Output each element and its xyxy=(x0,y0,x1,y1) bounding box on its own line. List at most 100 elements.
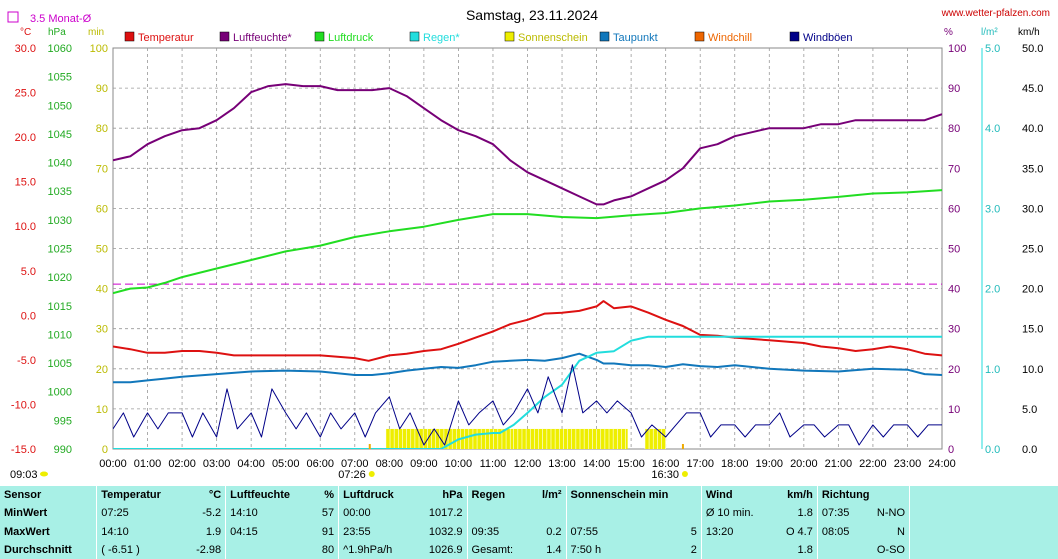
stats-cell xyxy=(816,540,863,559)
axis-tick-temperature: 30.0 xyxy=(15,43,36,55)
axis-tick-sunshine: 10 xyxy=(96,404,108,416)
axis-tick-wind: 25.0 xyxy=(1022,244,1043,256)
stats-cell: 04:15 xyxy=(225,522,313,541)
x-tick-label: 00:00 xyxy=(99,458,127,470)
legend-swatch xyxy=(124,31,135,42)
stats-cell: 09:35 xyxy=(466,522,531,541)
series-line xyxy=(113,364,942,446)
x-tick-label: 04:00 xyxy=(237,458,265,470)
axis-tick-humidity: 20 xyxy=(948,364,960,376)
moon-time-label: 09:03 xyxy=(10,469,38,481)
stats-header-row: Sensor Temperatur °C Luftfeuchte % Luftd… xyxy=(0,486,1058,505)
stats-cell: Gesamt: xyxy=(466,540,531,559)
axis-tick-wind: 50.0 xyxy=(1022,43,1043,55)
axis-tick-rain: 2.0 xyxy=(985,284,1000,296)
stats-h-wind-unit: km/h xyxy=(787,489,813,502)
axis-tick-pressure: 995 xyxy=(54,415,72,427)
axis-tick-wind: 20.0 xyxy=(1022,284,1043,296)
stats-h-rain: Regen xyxy=(466,486,531,505)
x-tick-label: 17:00 xyxy=(686,458,714,470)
axis-tick-humidity: 70 xyxy=(948,163,960,175)
axis-tick-humidity: 90 xyxy=(948,83,960,95)
stats-cell: 07:25 xyxy=(96,504,184,523)
axis-tick-sunshine: 60 xyxy=(96,203,108,215)
stats-h-press: Luftdruck xyxy=(338,486,414,505)
stats-cell: 14:10 xyxy=(225,504,313,523)
legend-swatch xyxy=(504,31,515,42)
legend-swatch xyxy=(314,31,325,42)
x-tick-label: 22:00 xyxy=(859,458,887,470)
stats-cell: ^1.9hPa/h xyxy=(338,540,414,559)
stats-cell: 80 xyxy=(321,543,335,556)
stats-cell: 1.8 xyxy=(797,507,813,520)
axis-tick-humidity: 40 xyxy=(948,284,960,296)
unit-wind: km/h xyxy=(1018,27,1040,38)
site-link[interactable]: www.wetter-pfalzen.com xyxy=(941,8,1050,19)
sunset-icon xyxy=(681,471,688,477)
stats-cell xyxy=(565,504,665,523)
legend-swatch xyxy=(219,31,230,42)
stats-cell: 1.4 xyxy=(546,543,562,556)
x-tick-label: 13:00 xyxy=(548,458,576,470)
stats-cell: 91 xyxy=(321,525,335,538)
stats-h-temp: Temperatur xyxy=(96,486,184,505)
axis-tick-wind: 30.0 xyxy=(1022,203,1043,215)
axis-tick-pressure: 1000 xyxy=(48,387,72,399)
stats-cell: 07:35 xyxy=(816,504,863,523)
stats-h-wind: Wind xyxy=(700,486,773,505)
axis-tick-humidity: 10 xyxy=(948,404,960,416)
axis-tick-pressure: 1005 xyxy=(48,358,72,370)
stats-cell: Ø 10 min. xyxy=(700,504,773,523)
stats-table: Sensor Temperatur °C Luftfeuchte % Luftd… xyxy=(0,486,1058,559)
stats-h-sensor: Sensor xyxy=(4,489,42,502)
moon-icon xyxy=(40,471,48,477)
axis-tick-pressure: 1045 xyxy=(48,129,72,141)
stats-cell: -2.98 xyxy=(196,543,222,556)
axis-tick-pressure: 1040 xyxy=(48,158,72,170)
stats-cell: ( -6.51 ) xyxy=(96,540,184,559)
axis-tick-pressure: 1020 xyxy=(48,272,72,284)
legend-swatch xyxy=(694,31,705,42)
sunset-label: 16:30 xyxy=(651,469,679,481)
stats-row-max: MaxWert 14:10 1.9 04:15 91 23:55 1032.9 … xyxy=(0,522,1058,541)
axis-tick-rain: 4.0 xyxy=(985,123,1000,135)
stats-cell: 1017.2 xyxy=(428,507,463,520)
stats-cell: 23:55 xyxy=(338,522,414,541)
sunshine-bar xyxy=(513,428,576,449)
axis-tick-sunshine: 70 xyxy=(96,163,108,175)
axis-tick-wind: 15.0 xyxy=(1022,324,1043,336)
axis-tick-pressure: 1055 xyxy=(48,72,72,84)
chart-legend: Temperatur Luftfeuchte* Luftdruck Regen* Son… xyxy=(124,31,853,44)
monthly-avg-label: 3.5 Monat-Ø xyxy=(30,13,92,25)
stats-cell: 7:50 h xyxy=(565,540,665,559)
axis-tick-rain: 0.0 xyxy=(985,444,1000,456)
x-tick-label: 20:00 xyxy=(790,458,818,470)
chart-title: Samstag, 23.11.2024 xyxy=(466,7,598,23)
stats-cell xyxy=(664,504,701,522)
x-tick-label: 23:00 xyxy=(894,458,922,470)
legend-swatch xyxy=(599,31,610,42)
axis-tick-wind: 0.0 xyxy=(1022,444,1037,456)
axis-tick-humidity: 80 xyxy=(948,123,960,135)
series-line xyxy=(113,335,942,449)
axis-tick-wind: 45.0 xyxy=(1022,83,1043,95)
stats-label: MinWert xyxy=(4,507,48,520)
chart-grid xyxy=(112,47,943,450)
axis-tick-sunshine: 100 xyxy=(90,43,108,55)
legend-label: Luftfeuchte* xyxy=(233,32,292,44)
x-tick-label: 19:00 xyxy=(756,458,784,470)
stats-h-hum: Luftfeuchte xyxy=(225,486,313,505)
stats-row-avg: Durchschnitt ( -6.51 ) -2.98 80 ^1.9hPa/… xyxy=(0,540,1058,559)
axis-tick-sunshine: 90 xyxy=(96,83,108,95)
series-line xyxy=(113,300,942,362)
stats-h-sun: Sonnenschein min xyxy=(565,486,702,505)
axis-tick-sunshine: 0 xyxy=(102,444,108,456)
axis-tick-temperature: -5.0 xyxy=(17,355,36,367)
axis-tick-rain: 5.0 xyxy=(985,43,1000,55)
unit-sun: min xyxy=(88,27,104,38)
legend-label: Temperatur xyxy=(138,32,194,44)
stats-cell xyxy=(466,504,531,523)
axis-tick-temperature: 20.0 xyxy=(15,132,36,144)
x-tick-label: 16:00 xyxy=(652,458,680,470)
stats-cell: N xyxy=(897,525,905,538)
